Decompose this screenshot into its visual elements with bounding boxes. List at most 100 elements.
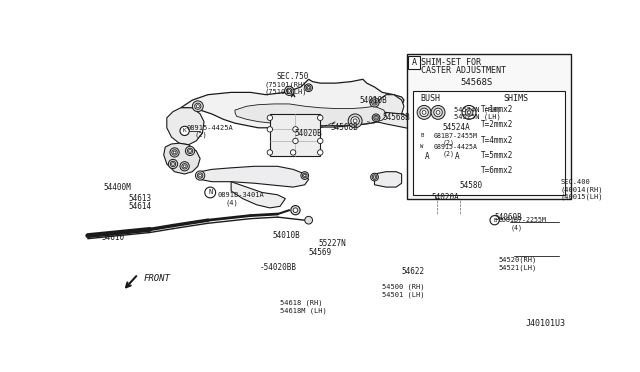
Polygon shape [489, 91, 518, 177]
Text: CASTER ADJUSTMENT: CASTER ADJUSTMENT [421, 66, 506, 75]
Text: A: A [412, 58, 417, 67]
Circle shape [472, 119, 478, 125]
Text: 08915-4425A: 08915-4425A [433, 144, 477, 150]
Polygon shape [376, 95, 404, 120]
Circle shape [509, 96, 511, 99]
Circle shape [291, 206, 300, 215]
Text: 08915-4425A: 08915-4425A [187, 125, 234, 131]
Text: A: A [425, 152, 429, 161]
Text: (2): (2) [443, 139, 454, 146]
Text: 54622: 54622 [402, 267, 425, 276]
Circle shape [267, 115, 273, 121]
Circle shape [373, 101, 376, 104]
Circle shape [492, 150, 498, 155]
Circle shape [420, 108, 428, 117]
Circle shape [317, 150, 323, 155]
Circle shape [417, 142, 426, 151]
Circle shape [172, 163, 174, 166]
Text: SHIM-SET FOR: SHIM-SET FOR [421, 58, 481, 67]
Text: 54613: 54613 [128, 194, 151, 203]
Circle shape [418, 131, 428, 140]
Text: 54580: 54580 [460, 181, 483, 190]
Circle shape [303, 174, 306, 177]
Circle shape [189, 150, 191, 152]
Circle shape [465, 109, 473, 116]
Circle shape [505, 172, 516, 183]
Circle shape [458, 110, 462, 115]
FancyBboxPatch shape [451, 150, 465, 163]
Circle shape [305, 217, 312, 224]
Circle shape [467, 111, 470, 114]
Circle shape [426, 133, 431, 138]
Text: (40014(RH): (40014(RH) [561, 186, 603, 193]
Circle shape [288, 89, 291, 92]
Text: 54524N (RH): 54524N (RH) [454, 107, 500, 113]
Circle shape [168, 159, 178, 169]
Text: T=5mmx2: T=5mmx2 [481, 151, 513, 160]
Circle shape [170, 161, 176, 167]
Text: W: W [420, 144, 424, 149]
Polygon shape [270, 114, 320, 156]
Text: K: K [183, 128, 186, 134]
Circle shape [307, 87, 310, 89]
Text: (4): (4) [510, 225, 522, 231]
Circle shape [474, 120, 477, 123]
Text: A: A [455, 152, 460, 161]
Text: 54610: 54610 [102, 232, 125, 242]
Circle shape [196, 105, 199, 108]
Circle shape [287, 88, 292, 93]
Text: 54568S: 54568S [461, 78, 493, 87]
Text: (75101(RH): (75101(RH) [264, 81, 307, 88]
Text: 54010B: 54010B [359, 96, 387, 105]
Text: -54020BB: -54020BB [260, 263, 297, 272]
Circle shape [307, 86, 311, 90]
Circle shape [456, 113, 460, 118]
Polygon shape [374, 172, 402, 187]
Text: 54500 (RH): 54500 (RH) [382, 284, 425, 291]
Circle shape [425, 132, 433, 140]
Circle shape [183, 165, 186, 168]
Circle shape [422, 110, 426, 114]
Text: 54524A: 54524A [443, 123, 470, 132]
Circle shape [428, 134, 430, 137]
Text: SHIMS: SHIMS [503, 94, 528, 103]
Circle shape [188, 148, 193, 154]
Text: T=6mmx2: T=6mmx2 [481, 166, 513, 176]
Text: 081B7-2455M: 081B7-2455M [433, 132, 477, 138]
Text: (4): (4) [226, 199, 239, 206]
Circle shape [195, 171, 205, 180]
FancyBboxPatch shape [420, 150, 434, 163]
Text: J40101U3: J40101U3 [525, 319, 566, 328]
Circle shape [431, 106, 445, 119]
Circle shape [375, 117, 377, 119]
Circle shape [509, 176, 511, 179]
Text: 54020A: 54020A [432, 193, 460, 202]
Circle shape [372, 175, 377, 179]
Circle shape [205, 187, 216, 198]
Text: 54521(LH): 54521(LH) [499, 265, 537, 271]
Circle shape [303, 173, 307, 178]
Circle shape [172, 150, 177, 155]
Text: 54618M (LH): 54618M (LH) [280, 307, 326, 314]
Circle shape [293, 208, 298, 212]
Polygon shape [487, 79, 536, 189]
Circle shape [374, 115, 378, 120]
Bar [413, 91, 565, 195]
Circle shape [193, 101, 204, 112]
Circle shape [182, 164, 188, 169]
Circle shape [285, 86, 294, 96]
Circle shape [426, 142, 434, 150]
Circle shape [292, 126, 298, 132]
Circle shape [170, 148, 179, 157]
Circle shape [348, 114, 362, 128]
Text: T=2mmx2: T=2mmx2 [481, 120, 513, 129]
Circle shape [492, 119, 498, 125]
Circle shape [353, 119, 357, 123]
Circle shape [373, 176, 376, 178]
Text: (2): (2) [443, 151, 454, 157]
Circle shape [370, 98, 379, 107]
Text: 54568B: 54568B [382, 113, 410, 122]
FancyBboxPatch shape [408, 56, 420, 68]
Circle shape [428, 144, 433, 148]
Circle shape [317, 115, 323, 121]
